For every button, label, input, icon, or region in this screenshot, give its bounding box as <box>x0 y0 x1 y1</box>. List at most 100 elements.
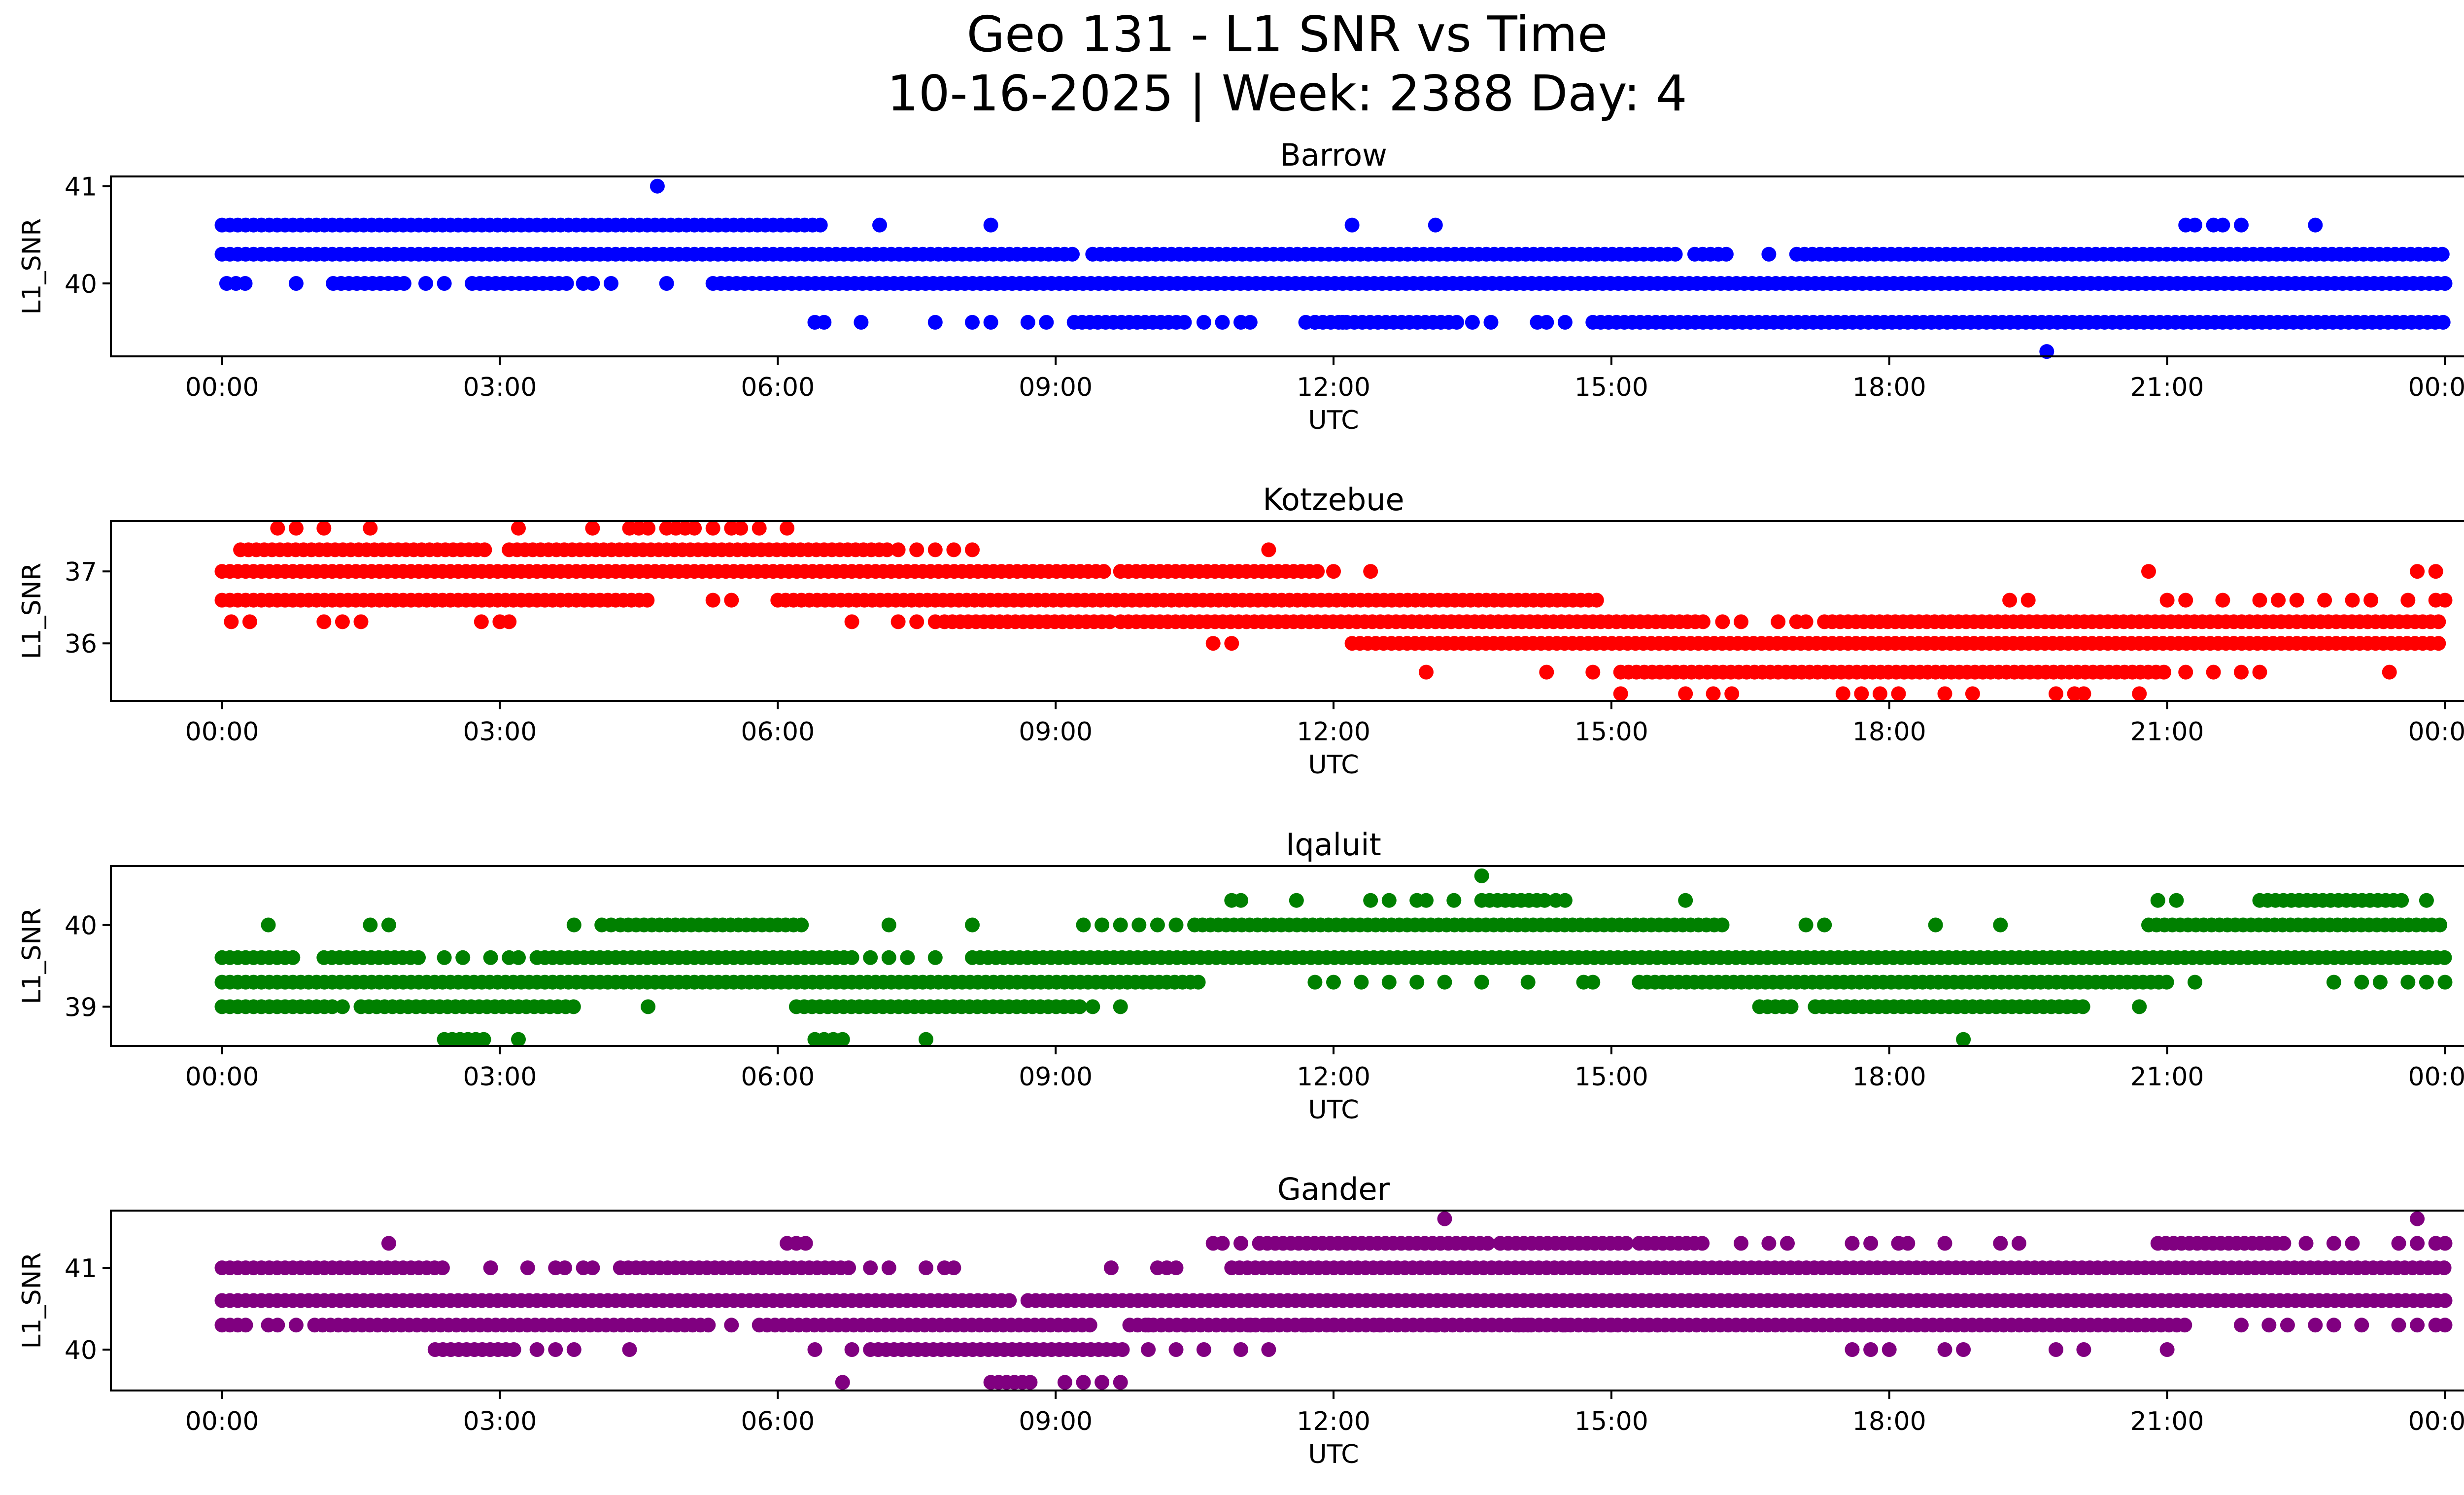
data-point <box>1537 893 1552 908</box>
x-tick-label: 09:00 <box>1019 1062 1093 1092</box>
data-point <box>1131 917 1147 933</box>
data-point <box>1233 893 1248 908</box>
data-point <box>2234 664 2249 680</box>
data-point <box>381 1236 396 1251</box>
data-point <box>1937 686 1952 701</box>
data-point <box>2178 592 2193 608</box>
data-point <box>1650 1318 1665 1333</box>
x-axis-label: UTC <box>1308 1095 1359 1125</box>
data-point <box>437 950 452 965</box>
data-point <box>2132 999 2147 1014</box>
snr-level-39.3 <box>2039 344 2054 359</box>
data-point <box>2400 592 2416 608</box>
data-point <box>817 314 832 330</box>
data-point <box>2276 1236 2292 1251</box>
data-point <box>363 521 378 536</box>
data-point <box>1956 1342 1971 1357</box>
data-point <box>2039 344 2054 359</box>
snr-level-35.6 <box>1419 664 2397 680</box>
data-point <box>1993 917 2008 933</box>
snr-level-41.3 <box>381 1236 2453 1251</box>
data-point <box>1020 314 1035 330</box>
x-axis: 00:00 03:00 06:00 09:00 12:00 15:00 18:00 21:00… <box>185 1391 2464 1469</box>
data-point <box>520 1260 535 1276</box>
data-point <box>2431 636 2446 651</box>
data-point <box>2394 893 2409 908</box>
data-point <box>909 614 924 629</box>
figure-title-line2: 10-16-2025 | Week: 2388 Day: 4 <box>887 65 1687 122</box>
data-point <box>1113 917 1128 933</box>
data-point <box>1141 1342 1156 1357</box>
data-point <box>1141 1318 1156 1333</box>
data-point <box>1780 1236 1795 1251</box>
data-point <box>965 542 980 557</box>
data-point <box>1096 564 1111 579</box>
data-point <box>2419 893 2434 908</box>
y-tick-label: 40 <box>65 911 97 940</box>
data-point <box>881 917 896 933</box>
data-point <box>566 999 581 1014</box>
data-point <box>455 950 471 965</box>
data-point <box>909 542 924 557</box>
snr-level-39.6 <box>807 314 2451 330</box>
x-tick-label: 00:00 <box>2408 1407 2464 1436</box>
data-point <box>325 999 340 1014</box>
data-point <box>2252 664 2267 680</box>
data-point <box>566 917 582 933</box>
x-tick-label: 12:00 <box>1297 1407 1370 1436</box>
data-point <box>2326 1318 2341 1333</box>
snr-level-40.3 <box>214 1318 2453 1333</box>
data-point <box>890 614 906 629</box>
data-point <box>2363 592 2379 608</box>
data-point <box>2178 664 2193 680</box>
data-point <box>1863 1342 1879 1357</box>
data-point <box>1242 1318 1258 1333</box>
data-point <box>1715 614 1730 629</box>
y-tick-label: 40 <box>65 270 97 299</box>
data-point <box>2354 1318 2369 1333</box>
data-point <box>1177 314 1192 330</box>
data-point <box>1706 686 1721 701</box>
data-point <box>863 1260 878 1276</box>
data-point <box>353 614 369 629</box>
data-point <box>1168 1260 1184 1276</box>
data-point <box>881 1260 896 1276</box>
data-point <box>2326 974 2341 990</box>
x-axis: 00:00 03:00 06:00 09:00 12:00 15:00 18:00 21:00… <box>185 1046 2464 1125</box>
data-point <box>1783 999 1799 1014</box>
snr-level-40 <box>219 276 2453 291</box>
y-tick-label: 40 <box>65 1336 97 1365</box>
x-axis: 00:00 03:00 06:00 09:00 12:00 15:00 18:00 21:00… <box>185 356 2464 435</box>
data-point <box>919 1260 933 1276</box>
y-axis-label: L1_SNR <box>17 1252 47 1349</box>
snr-level-36 <box>1205 636 2446 651</box>
data-point <box>919 1032 933 1047</box>
data-point <box>1363 564 1378 579</box>
data-point <box>1072 999 1087 1014</box>
subplot-title: Barrow <box>1280 137 1387 173</box>
x-axis-label: UTC <box>1308 1440 1359 1469</box>
data-point <box>844 614 859 629</box>
data-point <box>1437 1211 1452 1226</box>
snr-level-39.6 <box>835 1375 1128 1390</box>
x-tick-label: 06:00 <box>741 1062 815 1092</box>
data-point <box>2076 686 2091 701</box>
data-point <box>1363 893 1378 908</box>
snr-level-41 <box>214 1260 2452 1276</box>
data-point <box>1678 893 1693 908</box>
data-point <box>224 614 239 629</box>
data-point <box>476 1032 491 1047</box>
data-point <box>2188 974 2202 990</box>
data-point <box>585 1260 600 1276</box>
data-point <box>529 1342 545 1357</box>
y-tick-label: 36 <box>65 629 97 659</box>
data-point <box>511 1032 526 1047</box>
data-point <box>2298 1236 2314 1251</box>
data-point <box>548 1342 563 1357</box>
data-point <box>270 1318 285 1333</box>
series-points <box>214 521 2453 701</box>
data-point <box>1928 917 1943 933</box>
data-point <box>2169 893 2184 908</box>
data-point <box>511 521 526 536</box>
